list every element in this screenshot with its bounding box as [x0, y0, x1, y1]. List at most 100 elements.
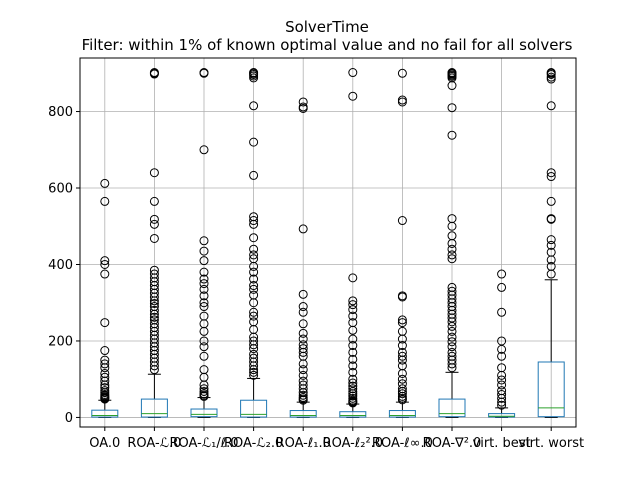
- outlier-point: [249, 281, 259, 291]
- outlier-point: [348, 361, 358, 371]
- outlier-point: [348, 68, 358, 78]
- iqr-box: [289, 410, 317, 418]
- outlier-point: [249, 261, 259, 271]
- outlier-point: [249, 274, 259, 284]
- outlier-point: [397, 318, 407, 328]
- x-tick-label: ROA-ℓ₂².0: [323, 436, 384, 451]
- outlier-point: [199, 291, 209, 301]
- outlier-point: [397, 292, 407, 302]
- outlier-point: [397, 334, 407, 344]
- iqr-box: [190, 408, 218, 418]
- x-tick-label: ROA-ℒ₁/ℓ.0: [169, 436, 238, 451]
- iqr-box: [537, 361, 565, 418]
- outlier-point: [397, 389, 407, 399]
- x-tick-label: ROA-ℓ₁.0: [276, 436, 331, 451]
- chart-title: SolverTime: [285, 18, 369, 36]
- outlier-point: [397, 351, 407, 361]
- outlier-point: [100, 256, 110, 266]
- outlier-point: [546, 168, 556, 178]
- box-group: [190, 68, 218, 418]
- iqr-box: [140, 398, 168, 418]
- outlier-point: [348, 374, 358, 384]
- outlier-point: [546, 172, 556, 182]
- iqr-box: [339, 411, 367, 418]
- outlier-point: [348, 305, 358, 315]
- outlier-point: [249, 219, 259, 229]
- outlier-point: [497, 282, 507, 292]
- outlier-point: [100, 269, 110, 279]
- outlier-point: [199, 391, 209, 401]
- plot-frame: [79, 57, 577, 428]
- outlier-point: [348, 325, 358, 335]
- box-group: [91, 178, 119, 418]
- outlier-point: [546, 255, 556, 265]
- outlier-point: [249, 344, 259, 354]
- outlier-point: [447, 317, 457, 327]
- outlier-point: [397, 315, 407, 325]
- outlier-point: [298, 103, 308, 113]
- outlier-point: [447, 238, 457, 248]
- outlier-point: [397, 216, 407, 226]
- outlier-point: [397, 395, 407, 405]
- outlier-point: [199, 274, 209, 284]
- outlier-point: [348, 334, 358, 344]
- y-tick-label: 400: [48, 258, 73, 273]
- axis-layer: 0 200 400 600 800 OA.0 ROA-ℒ.0ROA-ℒ₁/ℓ.0ROA-ℒ₂…: [48, 57, 584, 451]
- outlier-point: [348, 300, 358, 310]
- outlier-point: [447, 244, 457, 254]
- outlier-point: [199, 279, 209, 289]
- outlier-point: [298, 395, 308, 405]
- x-tick-label: OA.0: [89, 436, 120, 451]
- outlier-point: [497, 393, 507, 403]
- outlier-point: [149, 233, 159, 243]
- outlier-point: [149, 365, 159, 375]
- y-tick-label: 800: [48, 105, 73, 120]
- outlier-point: [447, 321, 457, 331]
- outlier-point: [249, 244, 259, 254]
- outlier-point: [447, 326, 457, 336]
- outlier-point: [298, 307, 308, 317]
- outlier-point: [149, 309, 159, 319]
- outlier-point: [249, 361, 259, 371]
- x-tick-label: virt. worst: [518, 436, 584, 451]
- outlier-point: [100, 259, 110, 269]
- outlier-point: [199, 380, 209, 390]
- outlier-point: [199, 236, 209, 246]
- outlier-point: [447, 250, 457, 260]
- outlier-point: [546, 214, 556, 224]
- outlier-point: [546, 196, 556, 206]
- outlier-point: [298, 347, 308, 357]
- outlier-point: [348, 91, 358, 101]
- box-group: [140, 68, 168, 418]
- outlier-point: [100, 346, 110, 356]
- outlier-point: [298, 370, 308, 380]
- outlier-point: [249, 233, 259, 243]
- iqr-box: [438, 398, 466, 418]
- outlier-point: [100, 359, 110, 369]
- outlier-point: [199, 256, 209, 266]
- outlier-point: [100, 376, 110, 386]
- box-group: [339, 68, 367, 418]
- outlier-point: [249, 365, 259, 375]
- outlier-point: [149, 214, 159, 224]
- outlier-point: [497, 400, 507, 410]
- box-group: [537, 68, 565, 418]
- outlier-point: [348, 311, 358, 321]
- grid-layer: [80, 58, 576, 427]
- y-tick-label: 200: [48, 334, 73, 349]
- outlier-point: [546, 74, 556, 84]
- outlier-point: [100, 394, 110, 404]
- outlier-point: [199, 267, 209, 277]
- outlier-point: [447, 342, 457, 352]
- outlier-point: [298, 359, 308, 369]
- box-layer: [91, 68, 565, 418]
- iqr-box: [488, 413, 516, 418]
- outlier-point: [249, 311, 259, 321]
- outlier-point: [348, 347, 358, 357]
- outlier-point: [497, 307, 507, 317]
- outlier-point: [348, 398, 358, 408]
- outlier-point: [447, 359, 457, 369]
- outlier-point: [249, 284, 259, 294]
- outlier-point: [249, 298, 259, 308]
- outlier-point: [149, 219, 159, 229]
